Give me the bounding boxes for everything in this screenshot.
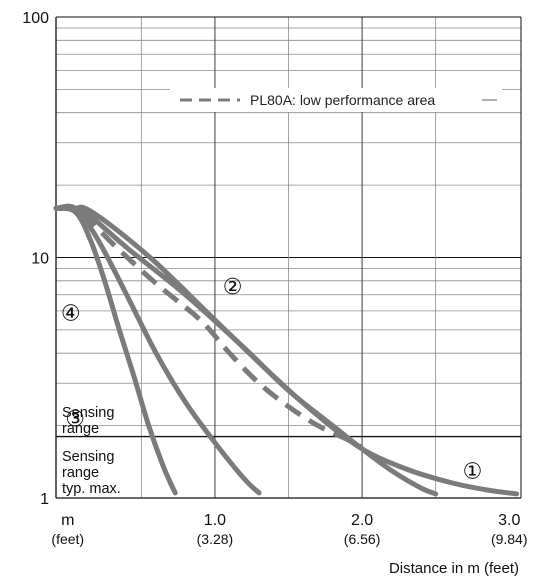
x-tick-sublabel: (9.84) <box>491 531 528 547</box>
series-curve-4 <box>53 203 262 496</box>
x-tick-sublabel: (3.28) <box>197 531 234 547</box>
legend-label: PL80A: low performance area <box>250 92 435 108</box>
x-tick-label: 3.0 <box>498 512 520 529</box>
curve-marker-4: ④ <box>61 302 81 327</box>
x-axis-label: Distance in m (feet) <box>389 560 519 577</box>
zone-lower-line-1: Sensing <box>62 449 114 465</box>
x-tick-label: 1.0 <box>204 512 226 529</box>
axes: 1 10 100 m (feet) 1.0 (3.28) 2.0 (6.56) 3.0 (9.84) <box>22 10 527 547</box>
y-tick-label: 1 <box>40 491 49 508</box>
x-tick-sublabel: (feet) <box>51 531 84 547</box>
series-curve-5 <box>53 205 178 496</box>
zone-lower-line-2: range <box>62 465 99 481</box>
y-tick-label: 100 <box>22 10 49 27</box>
legend: PL80A: low performance area <box>170 88 502 112</box>
x-tick-label: m <box>61 512 74 529</box>
series <box>53 203 520 497</box>
zone-lower-line-3: typ. max. <box>62 481 121 497</box>
x-tick-label: 2.0 <box>351 512 373 529</box>
zone-upper-line-2: range <box>62 421 99 437</box>
y-tick-label: 10 <box>31 251 49 268</box>
sensing-zones: Sensing range Sensing range typ. max. <box>62 405 121 497</box>
curve-marker-1: ① <box>463 460 483 485</box>
x-tick-sublabel: (6.56) <box>344 531 381 547</box>
curve-marker-3: ③ <box>65 407 85 432</box>
curve-marker-2: ② <box>223 275 243 300</box>
curve-markers: ① ② ③ ④ <box>61 275 482 484</box>
zone-upper-line-1: Sensing <box>62 405 114 421</box>
